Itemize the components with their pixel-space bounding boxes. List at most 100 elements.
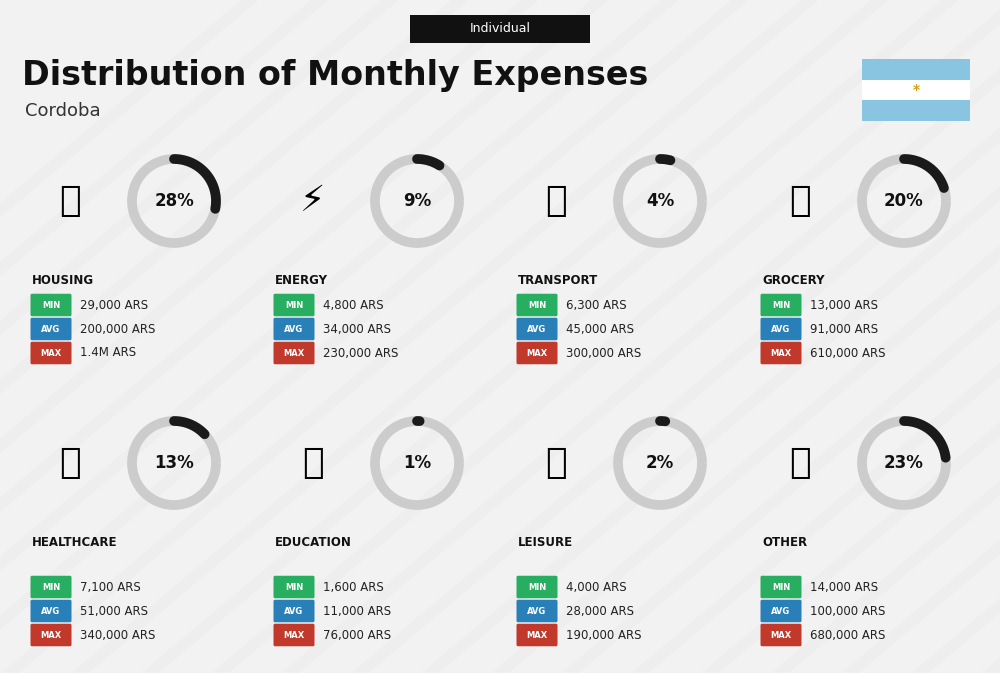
Text: 🛍: 🛍	[545, 446, 567, 480]
FancyBboxPatch shape	[274, 318, 314, 341]
FancyBboxPatch shape	[862, 79, 970, 100]
Text: 100,000 ARS: 100,000 ARS	[810, 604, 885, 618]
FancyBboxPatch shape	[410, 15, 590, 43]
Text: 2%: 2%	[646, 454, 674, 472]
Text: MIN: MIN	[42, 583, 60, 592]
Text: 14,000 ARS: 14,000 ARS	[810, 581, 878, 594]
Text: AVG: AVG	[41, 324, 61, 334]
Text: 🏢: 🏢	[59, 184, 81, 218]
FancyBboxPatch shape	[761, 342, 801, 364]
FancyBboxPatch shape	[274, 575, 314, 598]
Text: 🛒: 🛒	[789, 184, 811, 218]
Text: 340,000 ARS: 340,000 ARS	[80, 629, 155, 641]
FancyBboxPatch shape	[761, 600, 801, 623]
FancyBboxPatch shape	[516, 342, 558, 364]
Text: 610,000 ARS: 610,000 ARS	[810, 347, 886, 359]
Text: AVG: AVG	[771, 606, 791, 616]
Text: MAX: MAX	[770, 631, 792, 639]
Text: MAX: MAX	[526, 631, 548, 639]
FancyBboxPatch shape	[761, 293, 801, 316]
Text: 💰: 💰	[789, 446, 811, 480]
FancyBboxPatch shape	[30, 600, 72, 623]
Text: ⚡: ⚡	[300, 184, 326, 218]
Text: 🎓: 🎓	[302, 446, 324, 480]
Text: MIN: MIN	[528, 583, 546, 592]
Text: MAX: MAX	[40, 349, 62, 357]
Text: Individual: Individual	[470, 22, 530, 36]
Text: 28,000 ARS: 28,000 ARS	[566, 604, 634, 618]
Text: Cordoba: Cordoba	[25, 102, 101, 120]
Text: 4%: 4%	[646, 192, 674, 210]
Text: 300,000 ARS: 300,000 ARS	[566, 347, 641, 359]
Text: 23%: 23%	[884, 454, 924, 472]
Text: 4,000 ARS: 4,000 ARS	[566, 581, 627, 594]
FancyBboxPatch shape	[30, 318, 72, 341]
Text: 🏥: 🏥	[59, 446, 81, 480]
FancyBboxPatch shape	[761, 575, 801, 598]
Text: MIN: MIN	[528, 301, 546, 310]
FancyBboxPatch shape	[274, 342, 314, 364]
Text: HOUSING: HOUSING	[32, 275, 94, 287]
Text: 680,000 ARS: 680,000 ARS	[810, 629, 885, 641]
FancyBboxPatch shape	[516, 624, 558, 646]
Text: AVG: AVG	[284, 324, 304, 334]
Text: LEISURE: LEISURE	[518, 536, 573, 549]
FancyBboxPatch shape	[761, 624, 801, 646]
FancyBboxPatch shape	[862, 100, 970, 121]
Text: 91,000 ARS: 91,000 ARS	[810, 322, 878, 336]
Text: 1%: 1%	[403, 454, 431, 472]
Text: ENERGY: ENERGY	[275, 275, 328, 287]
Text: MIN: MIN	[42, 301, 60, 310]
Text: AVG: AVG	[284, 606, 304, 616]
Text: 7,100 ARS: 7,100 ARS	[80, 581, 141, 594]
FancyBboxPatch shape	[274, 293, 314, 316]
Text: 28%: 28%	[154, 192, 194, 210]
Text: 51,000 ARS: 51,000 ARS	[80, 604, 148, 618]
Text: 76,000 ARS: 76,000 ARS	[323, 629, 391, 641]
Text: 4,800 ARS: 4,800 ARS	[323, 299, 384, 312]
Text: AVG: AVG	[527, 324, 547, 334]
FancyBboxPatch shape	[761, 318, 801, 341]
FancyBboxPatch shape	[516, 293, 558, 316]
Text: 230,000 ARS: 230,000 ARS	[323, 347, 398, 359]
Text: EDUCATION: EDUCATION	[275, 536, 352, 549]
Text: HEALTHCARE: HEALTHCARE	[32, 536, 118, 549]
Text: 🚌: 🚌	[545, 184, 567, 218]
Text: MAX: MAX	[283, 631, 305, 639]
Text: 200,000 ARS: 200,000 ARS	[80, 322, 155, 336]
FancyBboxPatch shape	[30, 624, 72, 646]
FancyBboxPatch shape	[30, 293, 72, 316]
Text: MAX: MAX	[283, 349, 305, 357]
Text: 20%: 20%	[884, 192, 924, 210]
Text: 45,000 ARS: 45,000 ARS	[566, 322, 634, 336]
FancyBboxPatch shape	[516, 600, 558, 623]
FancyBboxPatch shape	[30, 575, 72, 598]
Text: TRANSPORT: TRANSPORT	[518, 275, 598, 287]
Text: 29,000 ARS: 29,000 ARS	[80, 299, 148, 312]
Text: MAX: MAX	[526, 349, 548, 357]
Text: MAX: MAX	[40, 631, 62, 639]
FancyBboxPatch shape	[274, 624, 314, 646]
FancyBboxPatch shape	[516, 575, 558, 598]
Text: 13%: 13%	[154, 454, 194, 472]
Text: 190,000 ARS: 190,000 ARS	[566, 629, 641, 641]
Text: *: *	[912, 83, 920, 97]
Text: AVG: AVG	[41, 606, 61, 616]
FancyBboxPatch shape	[274, 600, 314, 623]
Text: 6,300 ARS: 6,300 ARS	[566, 299, 627, 312]
Text: 9%: 9%	[403, 192, 431, 210]
Text: AVG: AVG	[527, 606, 547, 616]
Text: MAX: MAX	[770, 349, 792, 357]
Text: MIN: MIN	[772, 301, 790, 310]
Text: 11,000 ARS: 11,000 ARS	[323, 604, 391, 618]
Text: 13,000 ARS: 13,000 ARS	[810, 299, 878, 312]
Text: MIN: MIN	[285, 301, 303, 310]
Text: MIN: MIN	[285, 583, 303, 592]
Text: Distribution of Monthly Expenses: Distribution of Monthly Expenses	[22, 59, 648, 92]
Text: AVG: AVG	[771, 324, 791, 334]
FancyBboxPatch shape	[30, 342, 72, 364]
Text: 1,600 ARS: 1,600 ARS	[323, 581, 384, 594]
Text: MIN: MIN	[772, 583, 790, 592]
Text: OTHER: OTHER	[762, 536, 807, 549]
FancyBboxPatch shape	[516, 318, 558, 341]
